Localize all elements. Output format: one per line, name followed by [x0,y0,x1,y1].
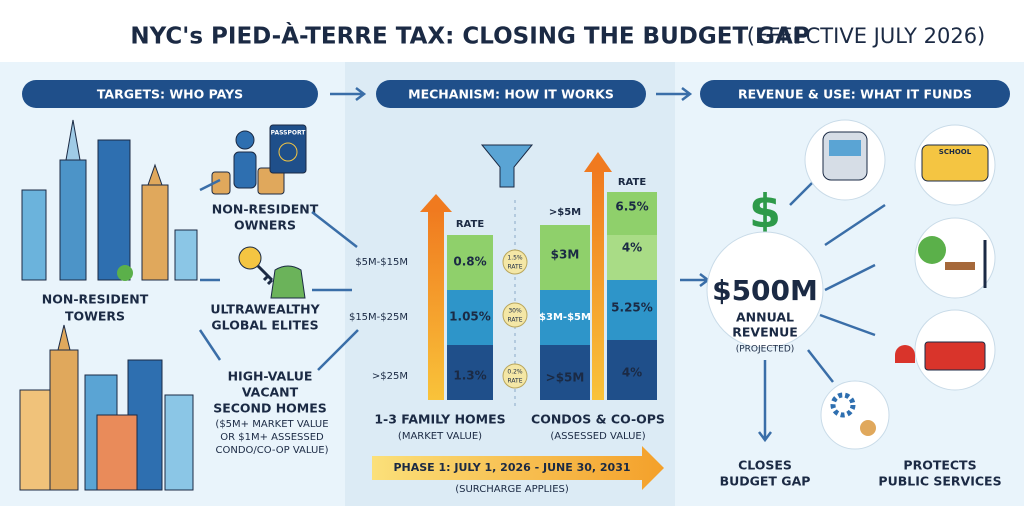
bus-text: SCHOOL [939,148,972,156]
outcome-label: PROTECTS [903,458,976,473]
growth-arrow [584,152,612,172]
traveler-icon [211,124,307,195]
marker-text: 30% [508,308,522,315]
rate: 4% [622,241,642,255]
bus-icon [914,124,996,206]
rate-tier [607,235,657,280]
target-label: OWNERS [234,218,296,233]
section-pill [22,80,318,108]
marker-text: RATE [507,264,522,271]
value-tier [540,225,590,290]
fire-truck-icon [895,309,996,391]
outcome-label: BUDGET GAP [720,474,811,489]
value-tier [540,345,590,400]
marker-text: 1.5% [507,255,523,262]
rate: 4% [622,366,642,380]
value-range: >$5M [549,207,581,218]
target-label: GLOBAL ELITES [211,318,318,333]
rate-tier [447,235,493,290]
revenue-amount: $500M [712,274,818,307]
value-tier [540,290,590,345]
target-label: TOWERS [65,309,125,324]
growth-arrow [592,170,604,400]
rate: 1.3% [453,369,486,383]
marker [502,249,528,275]
marker-text: RATE [507,378,522,385]
flow-arrow [198,178,359,371]
category-label: 1-3 FAMILY HOMES [374,412,505,427]
value-range: $5M-$15M [355,257,408,268]
rate-tier [447,345,493,400]
section-pill [700,80,1010,108]
marker [502,302,528,328]
rate-header: RATE [456,219,484,230]
marker-text: 0.2% [507,369,523,376]
rate: 0.8% [453,255,486,269]
towers-icon [21,119,198,281]
rate-header: RATE [618,177,646,188]
section-pill [376,80,646,108]
phase-arrow [372,446,664,490]
target-label: HIGH-VALUE [228,369,313,384]
flow-arrow [758,179,886,443]
category-label: CONDOS & CO-OPS [531,412,665,427]
rate: 1.05% [449,310,491,324]
value-range: >$25M [372,371,408,382]
train-icon [804,119,886,201]
target-label: SECOND HOMES [213,401,327,416]
target-label: VACANT [242,385,299,400]
category-sublabel: (ASSESSED VALUE) [550,431,645,442]
rate: 6.5% [615,200,648,214]
subtitle: (EFFECTIVE JULY 2026) [747,24,986,48]
dollar-icon: $ [749,185,781,239]
target-note: OR $1M+ ASSESSED [220,432,324,443]
target-note: CONDO/CO-OP VALUE) [215,445,328,456]
park-icon [914,217,996,299]
revenue-circle [706,231,824,349]
title: NYC's PIED-À-TERRE TAX: CLOSING THE BUDG… [130,22,809,50]
city-icon [19,324,194,491]
passport-text: PASSPORT [271,130,307,137]
outcome-label: PUBLIC SERVICES [878,474,1001,489]
rate-tier [607,192,657,235]
value-range: $3M [551,248,580,262]
target-label: NON-RESIDENT [42,292,149,307]
target-label: ULTRAWEALTHY [210,302,320,317]
growth-arrow [420,194,452,212]
section-title: REVENUE & USE: WHAT IT FUNDS [738,87,972,102]
marker-text: RATE [507,317,522,324]
outcome-label: CLOSES [738,458,792,473]
section-title: TARGETS: WHO PAYS [97,87,243,102]
category-sublabel: (MARKET VALUE) [398,431,482,442]
phase-note: (SURCHARGE APPLIES) [455,484,569,495]
marker [502,363,528,389]
revenue-label: ANNUAL [736,310,794,325]
value-range: $3M-$5M [539,312,591,323]
growth-arrow [428,210,444,400]
revenue-note: (PROJECTED) [736,345,795,355]
rate-tier [607,340,657,400]
funnel-icon [480,144,534,188]
revenue-label: REVENUE [732,325,798,340]
value-range: $15M-$25M [349,312,408,323]
value-range: >$5M [546,371,585,385]
rate: 5.25% [611,301,653,315]
target-label: NON-RESIDENT [212,202,319,217]
phase: PHASE 1: JULY 1, 2026 - JUNE 30, 2031 [393,461,630,474]
rate-tier [607,280,657,340]
services-icon [820,380,890,450]
key-icon [238,246,306,299]
rate-tier [447,290,493,345]
section-title: MECHANISM: HOW IT WORKS [408,87,614,102]
target-note: ($5M+ MARKET VALUE [215,419,328,430]
flow-arrow [330,87,693,101]
